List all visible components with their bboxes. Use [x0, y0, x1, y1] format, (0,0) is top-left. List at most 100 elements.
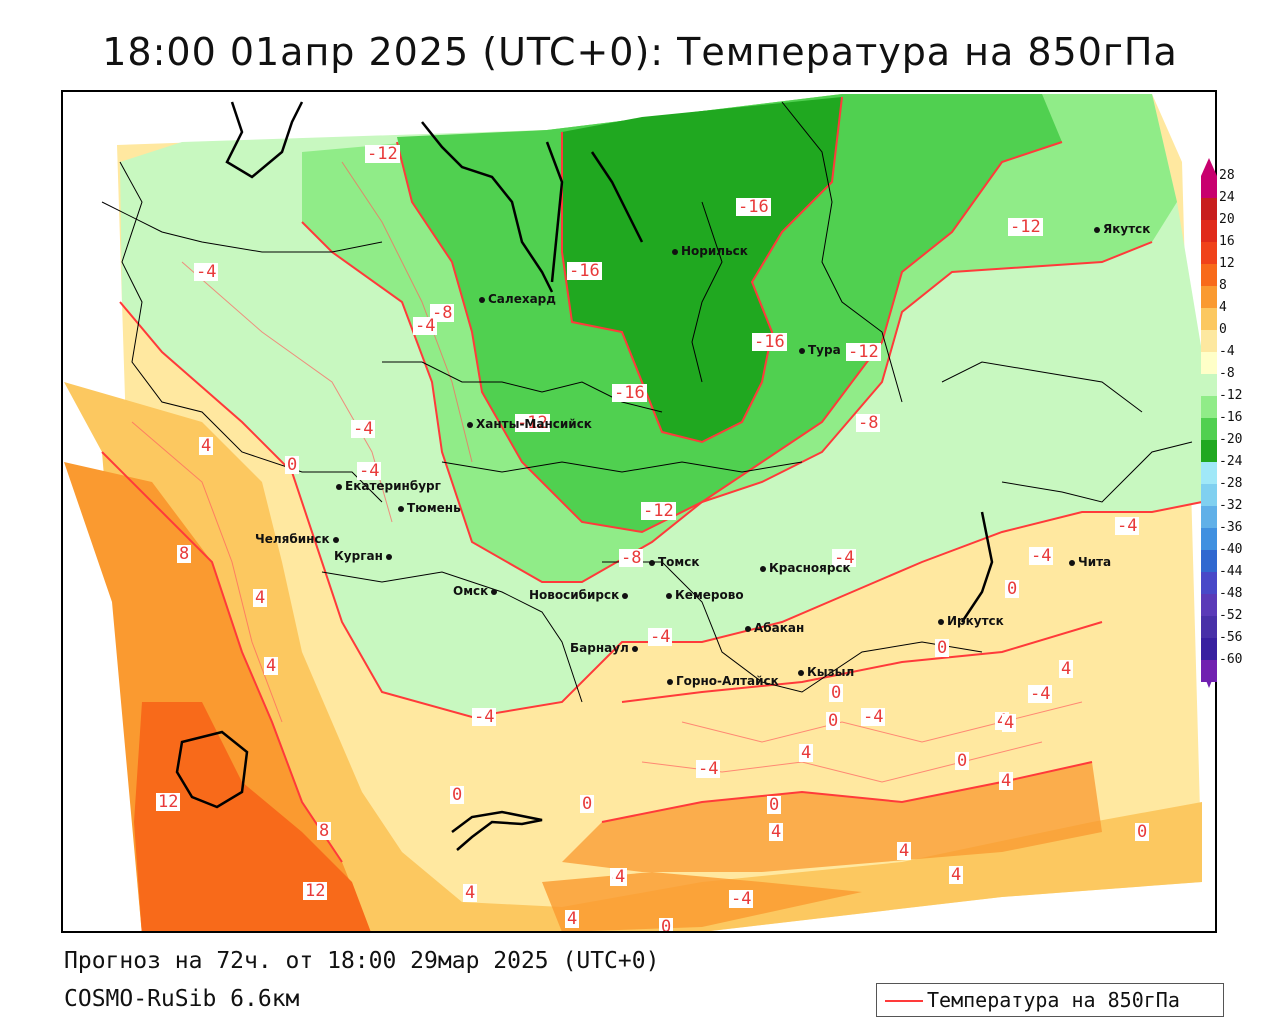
- colorbar-band: [1201, 440, 1217, 462]
- colorbar-band: [1201, 264, 1217, 286]
- contour-label: 4: [613, 867, 628, 887]
- contour-label: 0: [935, 638, 950, 658]
- colorbar-tick-label: 8: [1219, 278, 1227, 293]
- city-salekhard: Салехард: [479, 292, 556, 306]
- contour-label: -8: [856, 413, 881, 433]
- city-ekaterinburg: Екатеринбург: [336, 479, 441, 493]
- contour-label: 4: [264, 656, 279, 676]
- contour-label: 0: [767, 795, 782, 815]
- contour-label: -4: [351, 419, 376, 439]
- city-dot: [649, 559, 655, 566]
- contour-label: -16: [736, 197, 771, 217]
- colorbar-band: [1201, 374, 1217, 396]
- contour-label: 4: [1002, 713, 1017, 733]
- city-omsk: Омск: [453, 584, 500, 598]
- contour-label: -4: [1115, 516, 1140, 536]
- colorbar-tick-label: -16: [1219, 410, 1243, 425]
- city-label: Курган: [334, 549, 383, 563]
- legend-line-swatch: [885, 1000, 923, 1002]
- colorbar-tick-label: -40: [1219, 542, 1243, 557]
- city-label: Норильск: [681, 244, 748, 258]
- city-dot: [385, 553, 392, 560]
- colorbar-tick-label: 0: [1219, 322, 1227, 337]
- city-khanty-mansiysk: Ханты-Мансийск: [467, 417, 592, 431]
- city-tomsk: Томск: [649, 555, 700, 569]
- city-label: Якутск: [1103, 222, 1151, 236]
- colorbar-tick-label: -28: [1219, 476, 1243, 491]
- colorbar-band: [1201, 286, 1217, 308]
- colorbar-tick-label: -8: [1219, 366, 1235, 381]
- contour-label: -12: [641, 501, 676, 521]
- contour-label: -4: [194, 262, 219, 282]
- colorbar-band: [1201, 550, 1217, 572]
- colorbar-tick-label: 24: [1219, 190, 1235, 205]
- contour-label: 4: [565, 909, 580, 929]
- city-label: Ханты-Мансийск: [476, 417, 592, 431]
- city-dot: [798, 669, 804, 676]
- contour-label: 0: [450, 785, 465, 805]
- contour-label: 4: [897, 841, 912, 861]
- city-label: Челябинск: [255, 532, 330, 546]
- colorbar-tick-label: -56: [1219, 630, 1243, 645]
- contour-label: -12: [846, 342, 881, 362]
- city-label: Красноярск: [769, 561, 851, 575]
- colorbar-tick-label: 28: [1219, 168, 1235, 183]
- contour-label: -16: [612, 383, 647, 403]
- temperature-colorbar: 28 24 20 16 12 8 4 0 -4 -8 -12 -16 -20 -24 -28 -32 -36 -4…: [1199, 158, 1279, 698]
- city-gorno-altaysk: Горно-Алтайск: [667, 674, 779, 688]
- contour-label: 4: [949, 865, 964, 885]
- contour-label: -4: [832, 548, 857, 568]
- contour-label: -4: [357, 461, 382, 481]
- city-krasnoyarsk: Красноярск: [760, 561, 851, 575]
- colorbar-scale: [1201, 158, 1217, 688]
- city-dot: [745, 625, 751, 632]
- contour-label: -4: [861, 707, 886, 727]
- colorbar-tick-label: 20: [1219, 212, 1235, 227]
- contour-label: 4: [253, 588, 268, 608]
- contour-label: 0: [580, 794, 595, 814]
- contour-label: 4: [463, 883, 478, 903]
- city-dot: [479, 296, 485, 303]
- colorbar-band: [1201, 528, 1217, 550]
- city-label: Томск: [658, 555, 700, 569]
- city-label: Барнаул: [570, 641, 629, 655]
- contour-label: -16: [752, 332, 787, 352]
- colorbar-tick-label: -4: [1219, 344, 1235, 359]
- city-kurgan: Курган: [334, 549, 395, 563]
- colorbar-tick-label: -60: [1219, 652, 1243, 667]
- colorbar-band: [1201, 506, 1217, 528]
- contour-label: -4: [1028, 684, 1053, 704]
- city-tyumen: Тюмень: [398, 501, 461, 515]
- colorbar-band: [1201, 484, 1217, 506]
- contour-label: 0: [659, 918, 674, 931]
- model-name: COSMO-RuSib 6.6км: [64, 986, 300, 1012]
- colorbar-tick-label: 12: [1219, 256, 1235, 271]
- city-label: Чита: [1078, 555, 1112, 569]
- colorbar-band: [1201, 638, 1217, 660]
- colorbar-tick-label: -44: [1219, 564, 1243, 579]
- contour-label: 4: [199, 436, 214, 456]
- colorbar-tick-label: -24: [1219, 454, 1243, 469]
- colorbar-tick-label: -52: [1219, 608, 1243, 623]
- colorbar-band: [1201, 352, 1217, 374]
- city-dot: [1094, 226, 1100, 233]
- city-tura: Тура: [799, 343, 841, 357]
- colorbar-tick-label: 4: [1219, 300, 1227, 315]
- colorbar-tick-label: -12: [1219, 388, 1243, 403]
- city-label: Иркутск: [947, 614, 1004, 628]
- contour-label: -4: [729, 889, 754, 909]
- city-kemerovo: Кемерово: [666, 588, 744, 602]
- contour-label: 0: [1135, 822, 1150, 842]
- contour-label: 4: [1059, 659, 1074, 679]
- city-dot: [938, 618, 944, 625]
- city-chita: Чита: [1069, 555, 1111, 569]
- colorbar-band: [1201, 462, 1217, 484]
- colorbar-band: [1201, 330, 1217, 352]
- colorbar-band: [1201, 418, 1217, 440]
- map-frame: -12 -16 -16 -12 -4 -8 -4 -16 -12 -16 -4 …: [61, 90, 1217, 933]
- city-label: Омск: [453, 584, 489, 598]
- city-dot: [398, 505, 404, 512]
- city-label: Горно-Алтайск: [676, 674, 779, 688]
- colorbar-tick-label: -32: [1219, 498, 1243, 513]
- colorbar-band: [1201, 572, 1217, 594]
